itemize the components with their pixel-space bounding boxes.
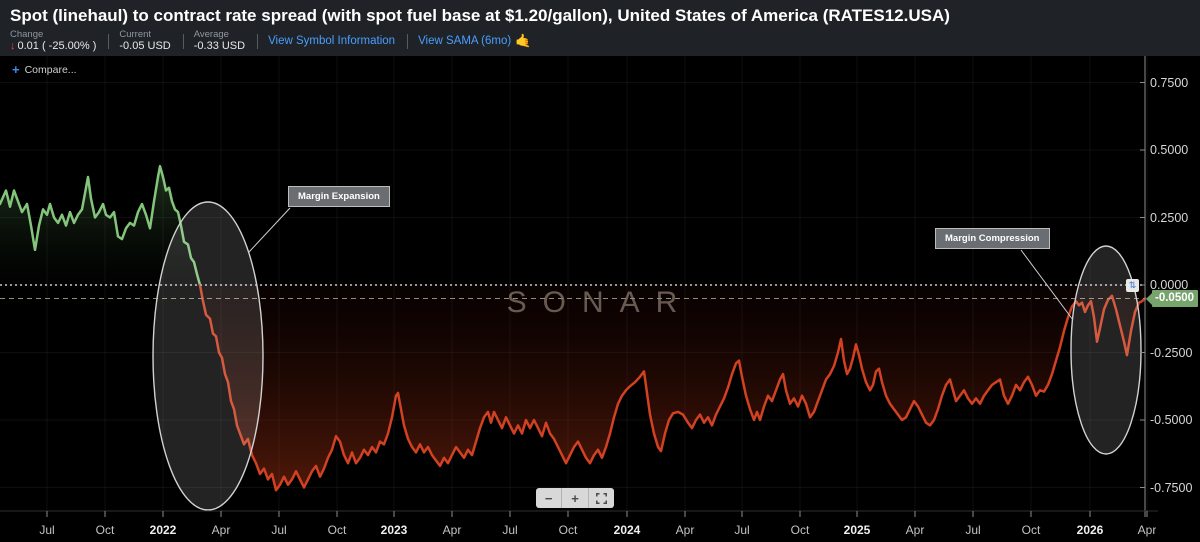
x-tick-label: Apr xyxy=(442,523,462,537)
annotation-ellipse xyxy=(1070,245,1142,455)
current-label: Current xyxy=(119,29,152,40)
down-arrow-icon: ↓ xyxy=(10,40,16,52)
spread-positive-area xyxy=(0,166,200,285)
divider xyxy=(182,33,184,49)
zoom-controls: − + xyxy=(536,488,614,508)
y-tick-label: -0.5000 xyxy=(1150,413,1193,427)
annotation-pointer-line xyxy=(1020,249,1074,321)
x-tick-label: Apr xyxy=(211,523,231,537)
average-stat: Average -0.33 USD xyxy=(194,29,245,53)
x-tick-label: 2023 xyxy=(380,523,408,537)
change-label: Change xyxy=(10,29,44,40)
x-tick-label: Jul xyxy=(271,523,287,537)
x-tick-label: Jul xyxy=(39,523,55,537)
x-tick-label: Oct xyxy=(1021,523,1041,537)
y-tick-label: 0.7500 xyxy=(1150,75,1189,90)
zoom-out-button[interactable]: − xyxy=(544,490,553,506)
plus-icon: + xyxy=(12,62,20,77)
stats-row: Change ↓ 0.01 ( -25.00% ) Current -0.05 U… xyxy=(10,28,1200,54)
change-value: ↓ 0.01 ( -25.00% ) xyxy=(10,40,97,52)
spread-negative-line xyxy=(198,283,1147,492)
average-value: -0.33 USD xyxy=(193,40,246,52)
x-tick-label: Jul xyxy=(502,523,518,537)
page-title: Spot (linehaul) to contract rate spread … xyxy=(10,6,950,25)
chart-header: Spot (linehaul) to contract rate spread … xyxy=(0,0,1200,56)
hand-emoji-icon: 🤙 xyxy=(515,33,532,48)
current-price-badge: -0.0500 xyxy=(1145,290,1199,307)
y-tick-label: -0.2500 xyxy=(1150,345,1193,360)
fullscreen-icon xyxy=(595,492,607,504)
compare-button[interactable]: + Compare... xyxy=(12,62,77,77)
x-tick-label: 2025 xyxy=(843,523,871,537)
x-tick-label: Jul xyxy=(734,523,750,537)
x-tick-label: Apr xyxy=(675,523,695,537)
y-tick-label: 0.5000 xyxy=(1150,143,1189,157)
divider xyxy=(407,33,409,49)
fullscreen-button[interactable] xyxy=(587,488,614,508)
change-stat: Change ↓ 0.01 ( -25.00% ) xyxy=(10,29,96,53)
average-label: Average xyxy=(193,29,229,40)
x-tick-label: Apr xyxy=(1137,523,1156,537)
annotation-ellipse xyxy=(152,201,264,511)
view-sama-link[interactable]: View SAMA (6mo) xyxy=(418,35,512,47)
x-tick-label: Oct xyxy=(790,523,810,537)
annotation-margin-expansion[interactable]: Margin Expansion xyxy=(288,186,390,207)
time-axis[interactable]: Jul Oct 2022 Apr Jul Oct 2023 Apr Jul Oct 2024 Apr J… xyxy=(0,519,1156,541)
divider xyxy=(257,33,259,49)
divider xyxy=(108,33,110,49)
x-tick-label: 2024 xyxy=(613,523,641,537)
zoom-in-button[interactable]: + xyxy=(561,488,587,508)
x-tick-label: Apr xyxy=(905,523,925,537)
spread-positive-line xyxy=(0,164,202,287)
price-axis[interactable]: 0.7500 0.5000 0.2500 0.0000 -0.2500 -0.5000 -0… xyxy=(1146,56,1200,517)
y-tick-label: 0.2500 xyxy=(1150,210,1189,225)
x-tick-label: Oct xyxy=(327,523,347,537)
scale-reset-icon[interactable]: ⇅ xyxy=(1126,279,1139,292)
current-stat: Current -0.05 USD xyxy=(119,29,170,53)
compare-label: Compare... xyxy=(24,64,77,76)
x-tick-label: 2022 xyxy=(149,523,177,537)
x-tick-label: Oct xyxy=(95,523,115,537)
spread-negative-area xyxy=(200,285,1145,491)
current-value: -0.05 USD xyxy=(119,40,171,52)
annotation-pointer-line xyxy=(248,207,291,253)
y-tick-label: -0.7500 xyxy=(1150,480,1193,495)
x-tick-label: Oct xyxy=(558,523,578,537)
y-tick-label: 0.0000 xyxy=(1150,278,1189,292)
annotation-margin-compression[interactable]: Margin Compression xyxy=(935,228,1050,249)
view-symbol-information-link[interactable]: View Symbol Information xyxy=(268,35,396,47)
x-tick-label: Jul xyxy=(965,523,981,537)
x-tick-label: 2026 xyxy=(1076,523,1104,537)
